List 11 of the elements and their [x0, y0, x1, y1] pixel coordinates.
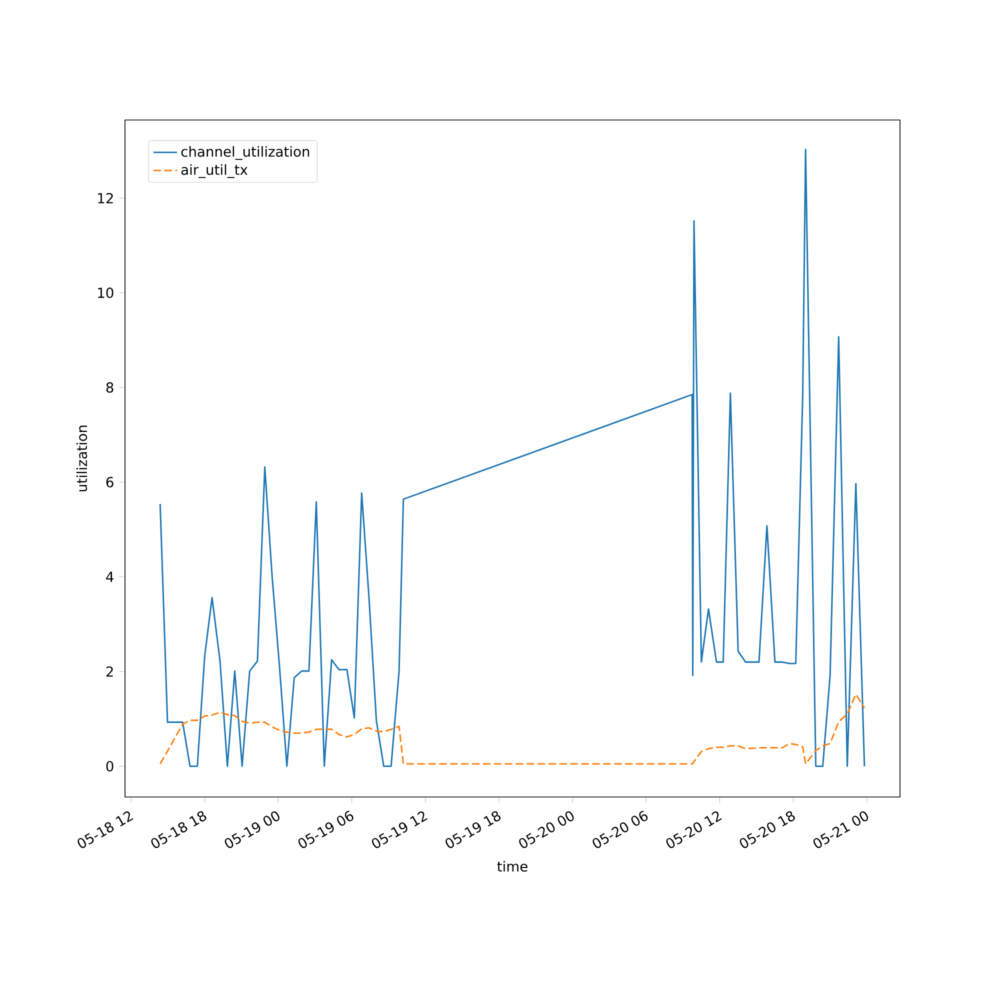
y-tick-label: 0	[106, 760, 114, 772]
y-tick-label: 4	[106, 572, 114, 582]
y-axis-title: utilization	[76, 426, 88, 492]
y-tick-label: 2	[106, 666, 113, 677]
legend-label: air_util_tx	[181, 164, 248, 178]
y-tick-label: 10	[98, 288, 114, 298]
y-tick-label: 6	[106, 476, 114, 488]
y-tick-label: 12	[98, 192, 113, 204]
legend-label: channel_utilization	[181, 146, 310, 160]
y-tick-label: 8	[106, 382, 114, 393]
x-axis-title: time	[497, 860, 528, 872]
